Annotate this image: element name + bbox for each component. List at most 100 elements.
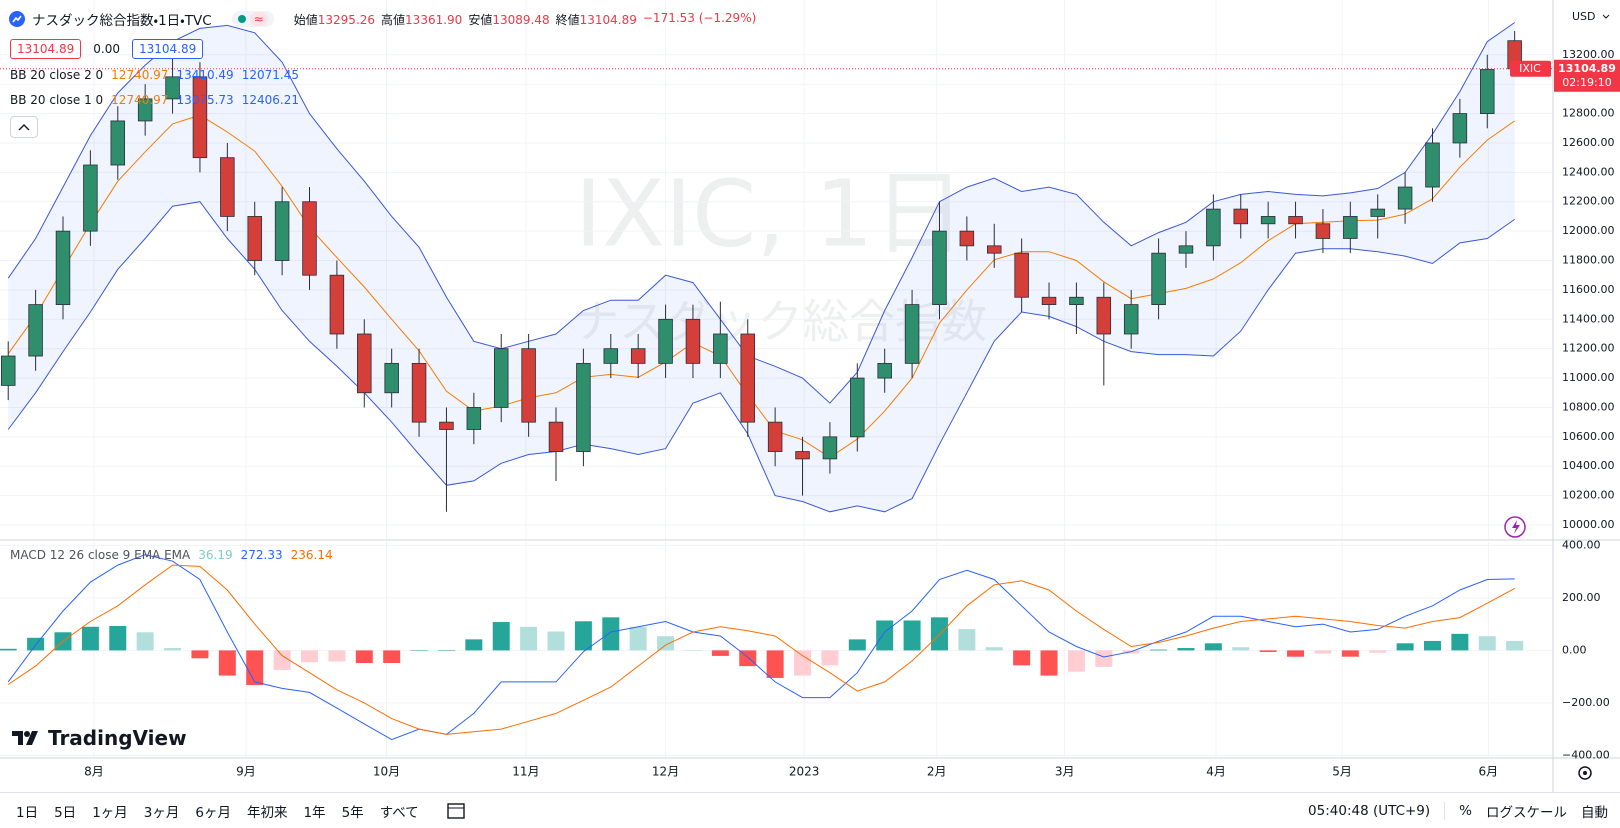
macd-histogram-bar [1177,648,1195,651]
ohlc-value: 13295.26 [317,12,376,27]
macd-line-value: 272.33 [240,548,283,562]
candle-body [0,355,16,386]
y-tick-label: 11000.00 [1562,371,1615,384]
macd-histogram-bar [410,650,428,651]
symbol-title[interactable]: ナスダック総合指数・1日・TVC [32,13,212,29]
macd-histogram-bar [684,650,702,651]
log-toggle[interactable]: ログスケール [1486,805,1567,821]
range-button[interactable]: 1年 [303,805,326,821]
macd-histogram-bar [1095,650,1113,667]
signal-line [7,564,1515,735]
goto-date[interactable] [445,800,469,822]
candle-body [603,348,619,364]
ohlc-low: 安値13089.48 [468,11,549,28]
candle-body [932,230,947,306]
y-tick-label: 12400.00 [1562,165,1615,178]
gear-outer[interactable] [1578,766,1592,780]
macd-histogram-bar [930,617,948,651]
macd-histogram-bar [301,650,318,663]
buy-box[interactable]: 13104.89 [131,39,204,59]
bb-legend[interactable]: BB 20 close 2 0 12740.97 13410.49 12071.… [10,68,299,82]
range-button[interactable]: 5年 [341,805,364,821]
delay-badge: ≈ [249,12,268,26]
macd-signal-value: 236.14 [290,548,333,562]
clock[interactable]: 05:40:48 (UTC+9) [1308,803,1431,819]
bb-name: BB 20 close 2 0 [10,68,104,82]
range-button[interactable]: 1日 [16,805,39,821]
brand-logo[interactable]: TradingView [12,726,187,750]
percent-toggle[interactable]: % [1459,803,1472,819]
macd-histogram-bar [191,650,209,659]
macd-hist-value: 36.19 [198,548,233,562]
chart: IXIC, 1日 ナスダック総合指数 USD 8月 9月 10月 11月 12月 2023… [0,0,1620,792]
watermark-symbol: IXIC, 1日 [575,160,966,267]
y-tick-label: 10400.00 [1562,459,1615,472]
currency-label[interactable]: USD [1572,10,1596,23]
macd-histogram-bar [437,650,455,651]
candle-body [1315,223,1331,239]
macd-histogram-bar [136,632,154,651]
collapse-legend[interactable] [10,116,38,138]
macd-histogram-bar [1478,636,1496,651]
auto-toggle[interactable]: 自動 [1581,805,1608,821]
gear-inner [1583,771,1587,775]
bb-lower: 12071.45 [241,68,299,82]
range-button[interactable]: 3ヶ月 [143,805,180,821]
candle-body [1343,216,1358,239]
candle-body [357,333,372,394]
macd-histogram-bar [1232,647,1250,651]
ohlc-label: 始値 [293,12,318,27]
ohlc-change: −171.53 (−1.29%) [642,10,757,25]
y-tick-label: 10000.00 [1562,518,1615,531]
x-tick-label: 3月 [1055,765,1075,779]
bb-middle: 12740.97 [111,68,169,82]
range-button[interactable]: すべて [379,805,419,821]
macd-histogram-bar [246,650,264,686]
macd-line [7,554,1515,741]
range-button[interactable]: 6ヶ月 [195,805,231,821]
settings-icon[interactable] [1578,766,1592,780]
ohlc-value: 13104.89 [579,12,637,27]
range-button[interactable]: 年初来 [246,805,288,821]
macd-histogram-bar [273,650,291,671]
candle-body [411,362,427,423]
candle-body [767,421,783,452]
x-tick-label: 9月 [236,765,256,779]
candle-body [274,201,290,261]
macd-histogram-bar [547,631,565,651]
x-tick-label: 2023 [789,765,820,779]
macd-legend[interactable]: MACD 12 26 close 9 EMA EMA 36.19 272.33 … [10,548,333,562]
status-pill[interactable]: ≈ [231,11,274,27]
macd-histogram-bar [1150,649,1168,651]
ohlc: 始値13295.26 高値13361.90 安値13089.48 終値13104… [294,11,757,28]
symbol-icon-glyph [12,15,22,23]
candle-body [83,164,98,232]
candle-body [165,76,180,100]
bb-legend[interactable]: BB 20 close 1 0 12740.97 13075.73 12406.… [10,93,299,107]
alert-icon[interactable] [1504,516,1526,538]
range-button[interactable]: 1ヶ月 [92,805,128,821]
candle-body [576,362,591,452]
candle-body [329,274,345,335]
bb-upper: 13075.73 [176,93,234,107]
candle-body [220,157,235,217]
macd-histogram-bar [711,650,729,656]
y-tick-label: 12200.00 [1562,195,1615,208]
candle-body [1233,208,1249,225]
candle-body [1096,296,1112,335]
sell-box[interactable]: 13104.89 [10,39,82,59]
ohlc-value: 13361.90 [405,12,463,27]
macd-histogram-bar [1287,650,1305,657]
range-button[interactable]: 5日 [54,805,77,821]
candle-body [1370,208,1385,217]
macd-histogram-bar [355,650,373,663]
y-tick-label: −200.00 [1562,696,1610,709]
band-upper [7,22,1515,404]
macd-histogram-bar [876,620,894,651]
candle-body [548,421,564,452]
alert-circle[interactable] [1504,516,1526,538]
macd-histogram-bar [1506,640,1524,651]
range-buttons: 1日 5日 1ヶ月 3ヶ月 6ヶ月 年初来 1年 5年 すべて [0,801,427,821]
x-tick-label: 12月 [652,765,679,779]
y-tick-label: 11200.00 [1562,342,1615,355]
